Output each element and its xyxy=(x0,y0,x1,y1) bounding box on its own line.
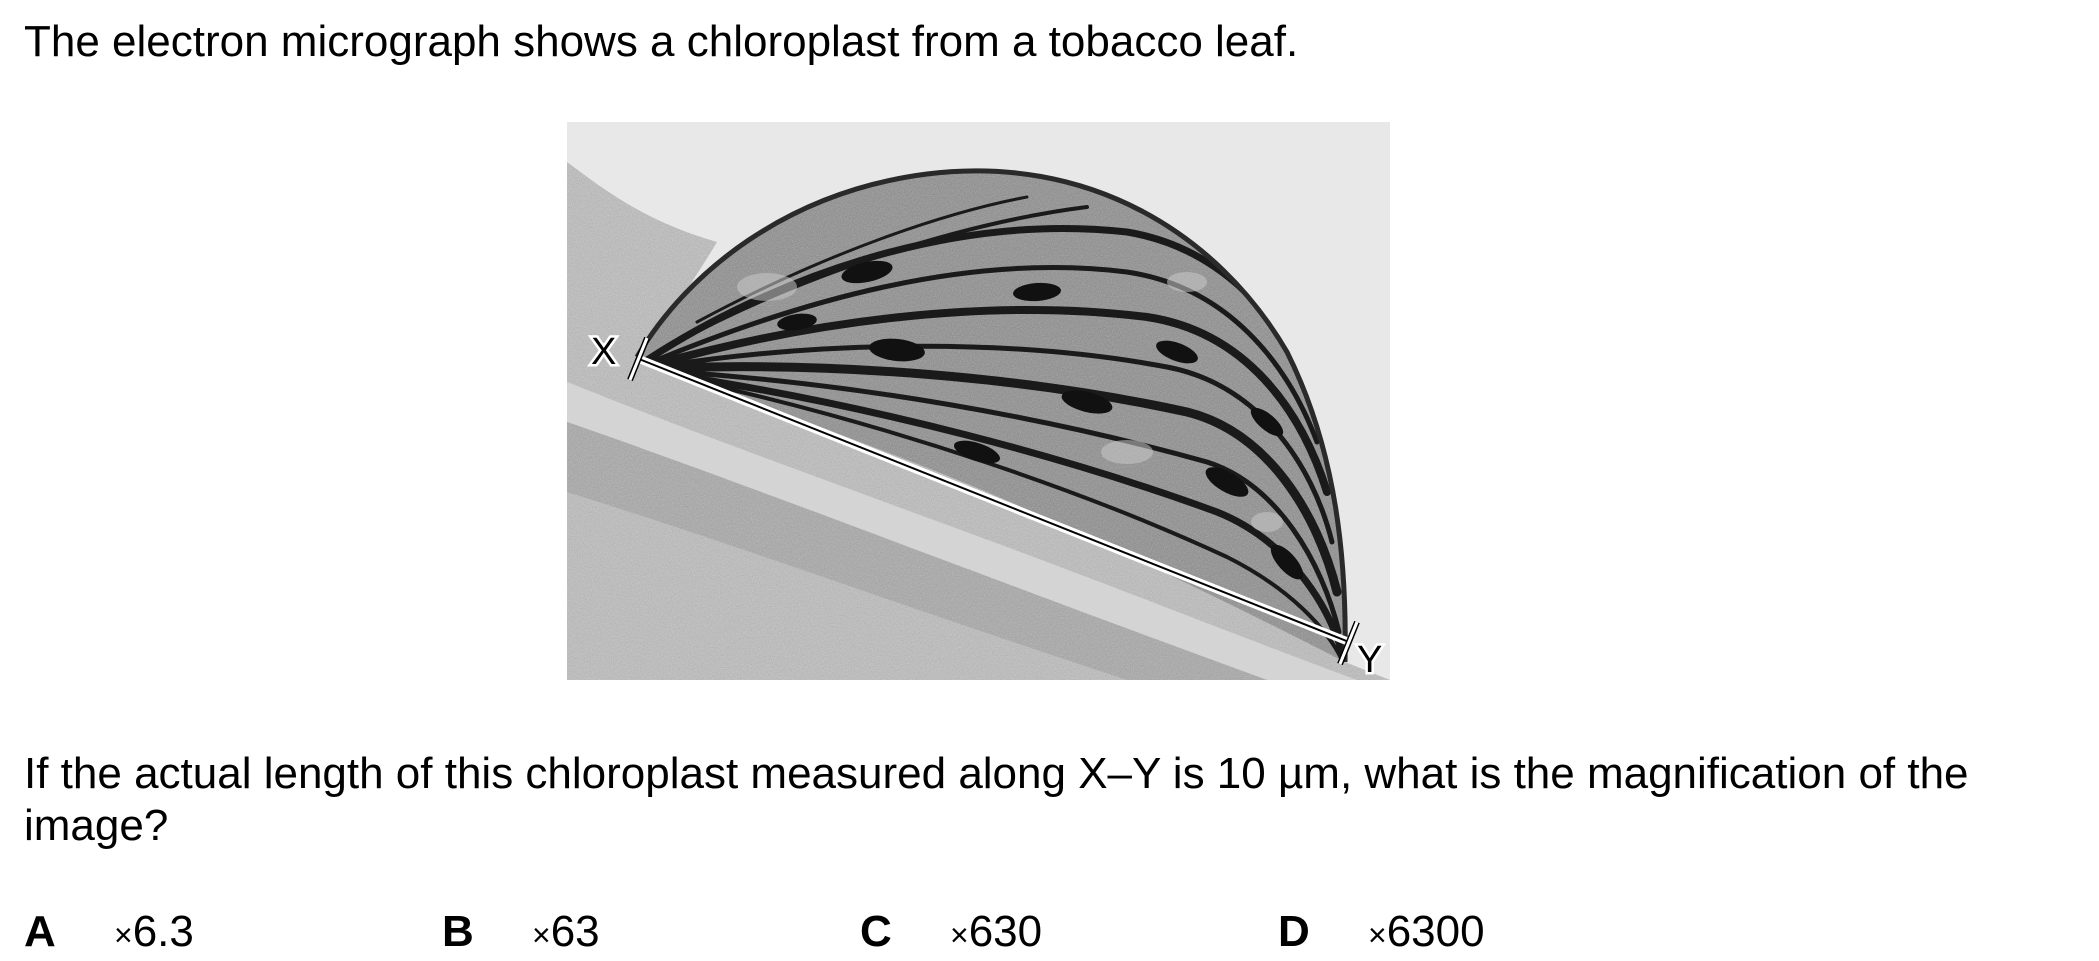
question-text: If the actual length of this chloroplast… xyxy=(24,749,1969,850)
intro-text: The electron micrograph shows a chloropl… xyxy=(24,17,1299,66)
times-sign: × xyxy=(950,917,969,953)
option-value: 630 xyxy=(968,907,1043,956)
option-value: 6.3 xyxy=(132,907,194,956)
chloroplast-envelope xyxy=(634,168,1348,663)
option-value: 63 xyxy=(550,907,600,956)
option-letter: B xyxy=(442,907,474,956)
option-c[interactable]: C ×630 xyxy=(860,906,1042,961)
option-letter: C xyxy=(860,907,892,956)
grana-stacks xyxy=(777,260,1304,580)
cell-wall-band xyxy=(567,382,1357,680)
micrograph-svg: X Y xyxy=(567,122,1390,680)
times-sign: × xyxy=(1368,917,1387,953)
label-y: Y xyxy=(1357,639,1382,680)
option-a[interactable]: A ×6.3 xyxy=(24,906,194,961)
stroma-patches xyxy=(737,272,1283,532)
option-letter: A xyxy=(24,907,56,956)
option-d[interactable]: D ×6300 xyxy=(1278,906,1485,961)
answer-options: A ×6.3 B ×63 C ×630 D ×6300 xyxy=(24,906,1624,958)
times-sign: × xyxy=(532,917,551,953)
times-sign: × xyxy=(114,917,133,953)
option-letter: D xyxy=(1278,907,1310,956)
option-value: 6300 xyxy=(1386,907,1485,956)
label-x: X xyxy=(591,331,616,373)
option-b[interactable]: B ×63 xyxy=(442,906,600,961)
chloroplast-micrograph: X Y xyxy=(567,122,1390,680)
measurement-line xyxy=(627,336,1360,666)
